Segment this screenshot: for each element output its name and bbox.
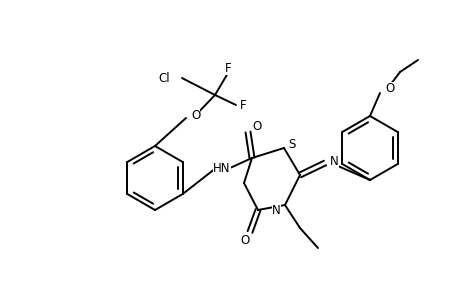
Text: N: N [272,203,280,217]
Text: F: F [224,61,231,74]
Text: O: O [240,233,249,247]
Text: O: O [384,82,393,94]
Text: O: O [190,109,200,122]
Text: S: S [287,137,295,151]
Text: F: F [240,98,246,112]
Text: O: O [252,119,261,133]
Text: HN: HN [213,161,230,175]
Text: Cl: Cl [158,71,170,85]
Text: N: N [329,154,338,167]
